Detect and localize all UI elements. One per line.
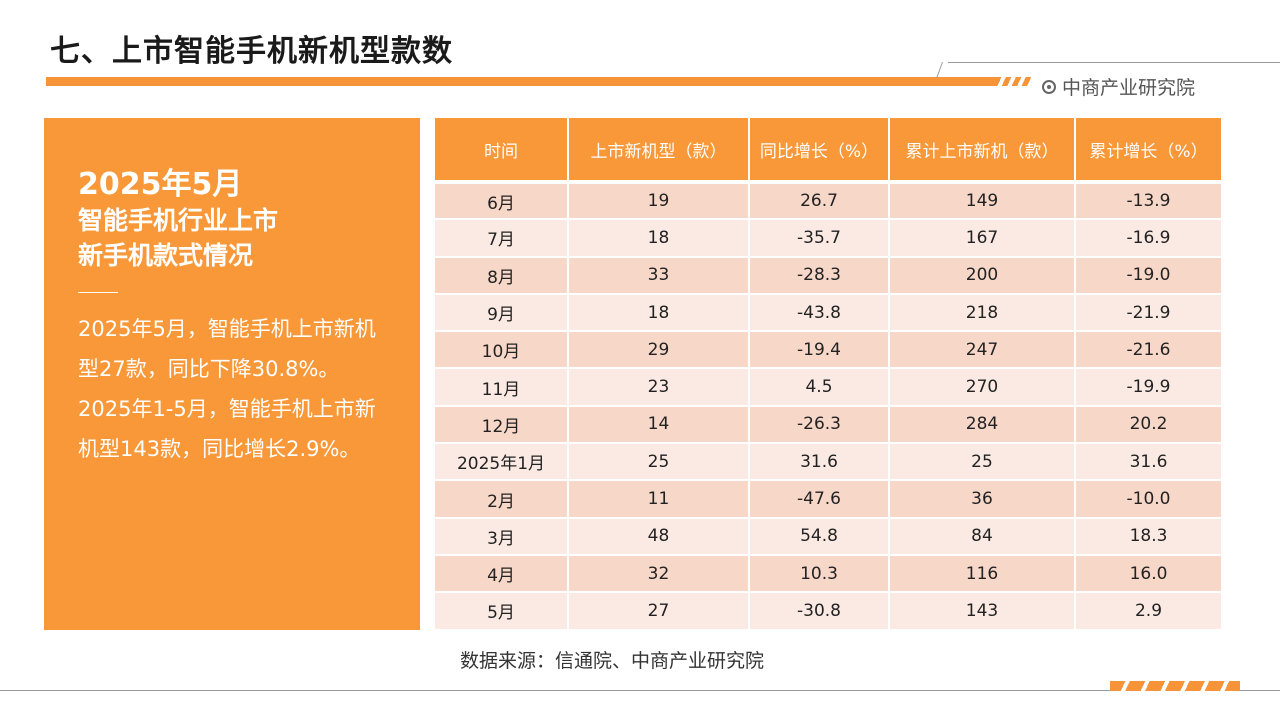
table-row: 5月 27 -30.8 143 2.9: [435, 592, 1221, 631]
table-row: 12月 14 -26.3 284 20.2: [435, 405, 1221, 445]
cell-time: 10月: [435, 331, 569, 370]
cell-new-models: 25: [568, 443, 750, 482]
cell-yoy-growth: -43.8: [749, 293, 890, 333]
cell-cumulative-models: 247: [889, 331, 1076, 370]
cell-cumulative-models: 167: [889, 219, 1076, 258]
summary-panel: 2025年5月 智能手机行业上市 新手机款式情况 2025年5月，智能手机上市新…: [44, 118, 420, 630]
cell-cumulative-models: 116: [889, 554, 1076, 594]
table-row: 6月 19 26.7 149 -13.9: [435, 182, 1221, 221]
cell-cumulative-growth: -19.0: [1075, 256, 1221, 295]
table-row: 11月 23 4.5 270 -19.9: [435, 368, 1221, 407]
cell-time: 6月: [435, 182, 569, 221]
top-divider-slant: [936, 62, 943, 78]
panel-divider: [78, 292, 118, 293]
cell-yoy-growth: -35.7: [749, 219, 890, 258]
panel-paragraph-1: 2025年5月，智能手机上市新机型27款，同比下降30.8%。: [78, 317, 376, 381]
cell-cumulative-models: 25: [889, 443, 1076, 482]
cell-time: 9月: [435, 293, 569, 333]
cell-cumulative-growth: -21.9: [1075, 293, 1221, 333]
brand-logo: 中商产业研究院: [1042, 73, 1195, 100]
cell-time: 7月: [435, 219, 569, 258]
cell-time: 2025年1月: [435, 443, 569, 482]
header-new-models: 上市新机型（款）: [568, 118, 750, 182]
cell-cumulative-growth: -21.6: [1075, 331, 1221, 370]
cell-cumulative-models: 84: [889, 517, 1076, 556]
table-row: 9月 18 -43.8 218 -21.9: [435, 293, 1221, 333]
cell-cumulative-growth: -19.9: [1075, 368, 1221, 407]
cell-new-models: 11: [568, 480, 750, 519]
cell-new-models: 18: [568, 293, 750, 333]
cell-yoy-growth: 4.5: [749, 368, 890, 407]
cell-yoy-growth: 54.8: [749, 517, 890, 556]
table-row: 10月 29 -19.4 247 -21.6: [435, 331, 1221, 370]
cell-yoy-growth: -47.6: [749, 480, 890, 519]
cell-new-models: 32: [568, 554, 750, 594]
cell-cumulative-growth: 20.2: [1075, 405, 1221, 445]
cell-cumulative-models: 284: [889, 405, 1076, 445]
cell-yoy-growth: 31.6: [749, 443, 890, 482]
cell-cumulative-models: 218: [889, 293, 1076, 333]
title-underline-bar: [46, 77, 1001, 86]
cell-cumulative-models: 143: [889, 592, 1076, 631]
header-cumulative-growth: 累计增长（%）: [1075, 118, 1221, 182]
cell-time: 3月: [435, 517, 569, 556]
cell-cumulative-growth: 2.9: [1075, 592, 1221, 631]
panel-body: 2025年5月，智能手机上市新机型27款，同比下降30.8%。 2025年1-5…: [78, 309, 396, 469]
title-stripe-decoration: [996, 77, 1032, 86]
cell-cumulative-growth: -13.9: [1075, 182, 1221, 221]
data-source: 数据来源：信通院、中商产业研究院: [460, 650, 765, 672]
cell-cumulative-growth: 18.3: [1075, 517, 1221, 556]
cell-new-models: 18: [568, 219, 750, 258]
panel-subheading-line2: 新手机款式情况: [78, 241, 254, 270]
cell-time: 4月: [435, 554, 569, 594]
table-row: 8月 33 -28.3 200 -19.0: [435, 256, 1221, 295]
bottom-divider-line: [0, 690, 1280, 691]
cell-cumulative-models: 200: [889, 256, 1076, 295]
cell-yoy-growth: -28.3: [749, 256, 890, 295]
table-row: 2月 11 -47.6 36 -10.0: [435, 480, 1221, 519]
brand-circle-icon: [1042, 79, 1056, 94]
page-title: 七、上市智能手机新机型款数: [50, 34, 453, 69]
panel-heading: 2025年5月: [78, 167, 243, 202]
new-models-table: 时间 上市新机型（款） 同比增长（%） 累计上市新机（款） 累计增长（%） 6月…: [435, 118, 1221, 631]
cell-cumulative-growth: 16.0: [1075, 554, 1221, 594]
cell-new-models: 29: [568, 331, 750, 370]
cell-cumulative-growth: 31.6: [1075, 443, 1221, 482]
header-time: 时间: [435, 118, 569, 182]
cell-yoy-growth: 26.7: [749, 182, 890, 221]
cell-yoy-growth: -19.4: [749, 331, 890, 370]
table-row: 4月 32 10.3 116 16.0: [435, 554, 1221, 594]
brand-name: 中商产业研究院: [1062, 77, 1196, 99]
cell-time: 12月: [435, 405, 569, 445]
cell-time: 5月: [435, 592, 569, 631]
cell-new-models: 48: [568, 517, 750, 556]
cell-yoy-growth: -26.3: [749, 405, 890, 445]
cell-new-models: 19: [568, 182, 750, 221]
table-row: 7月 18 -35.7 167 -16.9: [435, 219, 1221, 258]
cell-cumulative-models: 36: [889, 480, 1076, 519]
cell-yoy-growth: 10.3: [749, 554, 890, 594]
cell-cumulative-models: 270: [889, 368, 1076, 407]
cell-cumulative-growth: -10.0: [1075, 480, 1221, 519]
top-divider-line: [948, 62, 1280, 63]
header-yoy-growth: 同比增长（%）: [749, 118, 890, 182]
cell-new-models: 27: [568, 592, 750, 631]
cell-time: 8月: [435, 256, 569, 295]
table-row: 2025年1月 25 31.6 25 31.6: [435, 443, 1221, 482]
panel-subheading-line1: 智能手机行业上市: [78, 206, 279, 235]
panel-paragraph-2: 2025年1-5月，智能手机上市新机型143款，同比增长2.9%。: [78, 397, 376, 461]
cell-cumulative-models: 149: [889, 182, 1076, 221]
cell-yoy-growth: -30.8: [749, 592, 890, 631]
cell-new-models: 14: [568, 405, 750, 445]
cell-new-models: 33: [568, 256, 750, 295]
cell-time: 2月: [435, 480, 569, 519]
cell-time: 11月: [435, 368, 569, 407]
bottom-stripe-decoration: [1110, 681, 1240, 691]
cell-new-models: 23: [568, 368, 750, 407]
table-row: 3月 48 54.8 84 18.3: [435, 517, 1221, 556]
table-header-row: 时间 上市新机型（款） 同比增长（%） 累计上市新机（款） 累计增长（%）: [435, 118, 1221, 182]
header-cumulative-models: 累计上市新机（款）: [889, 118, 1076, 182]
cell-cumulative-growth: -16.9: [1075, 219, 1221, 258]
